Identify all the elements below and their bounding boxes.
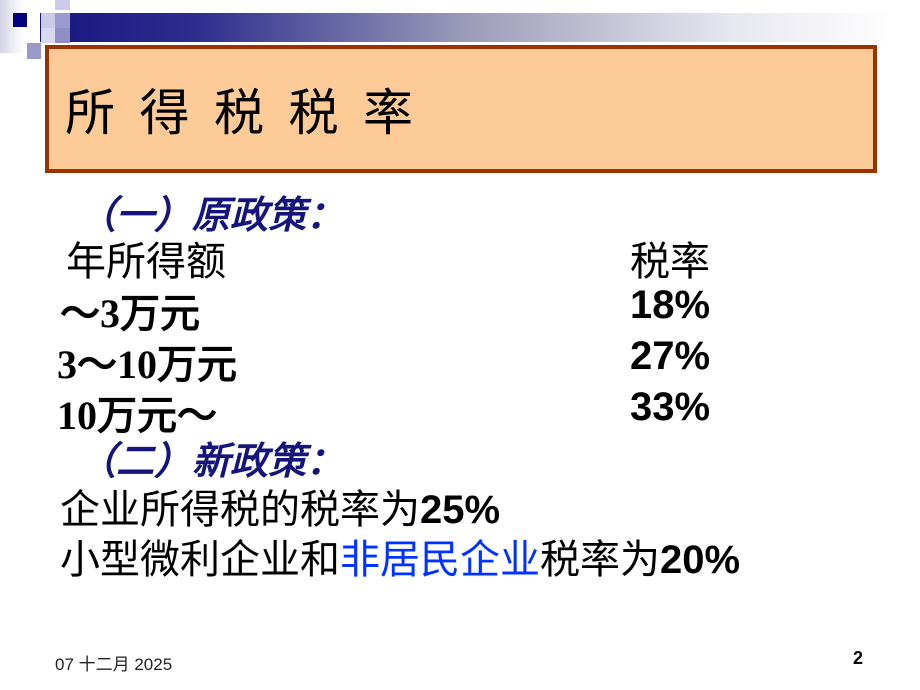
new-policy-line-25: 企业所得税的税率为25% <box>60 477 500 535</box>
line-20-middle: 税率为 <box>540 537 660 582</box>
table-row-rate: 18% <box>630 283 711 327</box>
slide-title: 所 得 税 税 率 <box>65 85 419 141</box>
deco-square-navy <box>13 13 27 27</box>
line-20-rate: 20% <box>660 538 741 582</box>
table-row-rate: 27% <box>630 334 711 378</box>
line-20-prefix: 小型微利企业和 <box>60 537 340 582</box>
table-header-rate: 税率 <box>630 239 710 284</box>
line-25-rate: 25% <box>420 488 501 532</box>
slide-date: 07 十二月 2025 <box>55 655 173 674</box>
deco-square-mid-1 <box>55 13 70 28</box>
slide-title-box: 所 得 税 税 率 <box>45 45 877 173</box>
line-25-text: 企业所得税的税率为 <box>60 487 420 532</box>
table-row-income: 10万元～ <box>57 393 217 438</box>
table-row-income: ～3万元 <box>60 291 200 336</box>
table-header-income: 年所得额 <box>66 239 226 284</box>
deco-square-light-1 <box>41 13 55 28</box>
deco-square-top-lavender <box>55 0 70 10</box>
section-heading-old-policy: （一）原政策： <box>78 195 345 237</box>
deco-square-mid-3 <box>27 43 41 59</box>
table-row-income: 3～10万元 <box>57 342 237 387</box>
new-policy-line-20: 小型微利企业和非居民企业税率为20% <box>60 527 740 585</box>
deco-square-mid-2 <box>55 28 70 43</box>
non-resident-enterprise-link[interactable]: 非居民企业 <box>340 537 540 582</box>
deco-square-light-2 <box>41 28 55 43</box>
deco-gradient-bar <box>40 13 920 42</box>
table-row-rate: 33% <box>630 385 711 429</box>
page-number: 2 <box>853 648 864 668</box>
section-heading-new-policy: （二）新政策： <box>78 441 345 483</box>
